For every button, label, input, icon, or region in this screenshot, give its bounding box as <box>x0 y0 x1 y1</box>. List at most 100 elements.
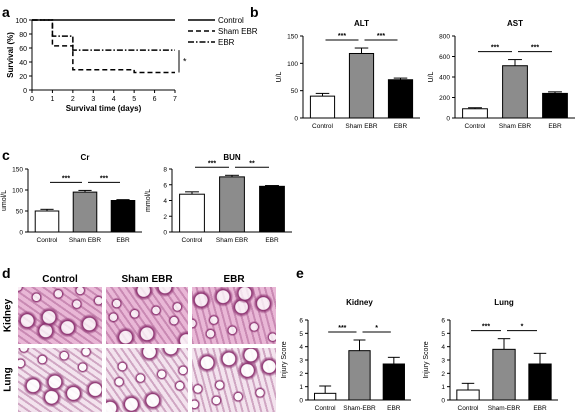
ast-title: AST <box>507 19 523 28</box>
bun-xtick-label: EBR <box>265 237 279 244</box>
alt-xtick-label: EBR <box>394 123 408 130</box>
bun-ytick-label: 0 <box>163 230 167 237</box>
alt-bar-2 <box>387 79 414 119</box>
panel-letter-e: e <box>296 265 304 281</box>
panel-letter-b: b <box>250 4 259 20</box>
survival-xtick-label: 0 <box>30 96 34 103</box>
kidney-xtick-label: Sham-EBR <box>343 405 376 412</box>
survival-legend: Control Sham EBR EBR <box>188 16 258 47</box>
ast-bar-2 <box>542 92 568 119</box>
survival-xtick-label: 5 <box>132 96 136 103</box>
survival-xtick-label: 4 <box>112 96 116 103</box>
ast-bar-1 <box>502 65 528 119</box>
ast-ytick-label: 800 <box>439 34 450 41</box>
survival-ytick-label: 80 <box>19 32 27 39</box>
ast-bar-0 <box>462 108 488 119</box>
kidney-xtick-label: Control <box>315 405 337 412</box>
bun-ytick-label: 8 <box>163 167 167 174</box>
cr-xtick-label: Control <box>37 237 59 244</box>
lung-bar-1 <box>492 348 516 401</box>
micrograph-row-label: Kidney <box>2 298 14 332</box>
bun-xtick-label: Control <box>182 237 204 244</box>
micrograph-0-0 <box>18 287 102 344</box>
lung-xtick-label: Control <box>458 405 480 412</box>
ast-ytick-label: 400 <box>439 75 450 82</box>
bun-sig-label: *** <box>208 160 216 167</box>
alt-ytick-label: 150 <box>287 34 298 41</box>
micrograph-1-2 <box>192 348 276 412</box>
lung-ytick-label: 3 <box>441 358 445 365</box>
cr-ytick-label: 100 <box>12 188 23 195</box>
bun-title: BUN <box>223 153 241 162</box>
lung-xtick-label: EBR <box>533 405 547 412</box>
alt-title: ALT <box>354 19 369 28</box>
lung-ytick-label: 1 <box>441 384 445 391</box>
bun-bar-1 <box>219 176 245 233</box>
kidney-ytick-label: 5 <box>299 331 303 338</box>
bun-y-label: mmol/L <box>145 189 152 212</box>
kidney-bar-1 <box>348 350 371 401</box>
micrograph-0-2 <box>192 287 276 344</box>
alt-sig-label: *** <box>338 33 346 40</box>
bun-ytick-label: 4 <box>163 198 167 205</box>
bun-ytick-label: 2 <box>163 214 167 221</box>
micrograph-1-1 <box>106 348 188 412</box>
micrograph-1-0 <box>18 348 102 412</box>
lung-xtick-label: Sham-EBR <box>488 405 521 412</box>
survival-ytick-label: 60 <box>19 46 27 53</box>
alt-xtick-label: Control <box>312 123 334 130</box>
legend-label-control: Control <box>218 16 244 25</box>
cr-ytick-label: 0 <box>19 230 23 237</box>
panel-letter-a: a <box>2 4 10 20</box>
alt-sig-label: *** <box>377 33 385 40</box>
cr-ytick-label: 150 <box>12 167 23 174</box>
lung-title: Lung <box>494 298 514 307</box>
cr-xtick-label: Sham EBR <box>69 237 101 244</box>
cr-bar-0 <box>34 210 60 233</box>
ast-ytick-label: 0 <box>446 116 450 123</box>
survival-ytick-label: 40 <box>19 60 27 67</box>
cr-title: Cr <box>81 153 90 162</box>
alt-ytick-label: 0 <box>294 116 298 123</box>
lung-bar-0 <box>456 389 480 401</box>
cr-bar-2 <box>110 200 136 233</box>
lung-ytick-label: 6 <box>441 318 445 325</box>
kidney-ytick-label: 1 <box>299 384 303 391</box>
ast-sig-label: *** <box>531 45 539 52</box>
kidney-ytick-label: 4 <box>299 344 303 351</box>
alt-bar-1 <box>348 52 375 119</box>
cr-sig-label: *** <box>62 175 70 182</box>
bun-sig-label: ** <box>249 160 255 167</box>
micrograph-row-label: Lung <box>2 367 14 392</box>
alt-ytick-label: 50 <box>291 88 299 95</box>
micrograph-column-label: Sham EBR <box>121 274 173 285</box>
ast-ytick-label: 600 <box>439 54 450 61</box>
survival-x-label: Survival time (days) <box>66 104 142 113</box>
cr-ytick-label: 50 <box>16 209 24 216</box>
lung-ytick-label: 2 <box>441 371 445 378</box>
ast-sig-label: *** <box>491 45 499 52</box>
survival-ytick-label: 0 <box>23 88 27 95</box>
panel-letter-d: d <box>2 265 11 281</box>
ast-y-label: U/L <box>428 71 435 82</box>
lung-ytick-label: 0 <box>441 398 445 405</box>
kidney-ytick-label: 6 <box>299 318 303 325</box>
lung-bar-2 <box>528 363 552 401</box>
survival-xtick-label: 2 <box>71 96 75 103</box>
kidney-ytick-label: 3 <box>299 358 303 365</box>
kidney-sig-label: * <box>375 325 378 332</box>
survival-ytick-label: 100 <box>15 18 27 25</box>
lung-sig-label: *** <box>482 324 490 331</box>
survival-line-sham <box>32 19 175 74</box>
legend-label-sham: Sham EBR <box>218 27 258 36</box>
survival-xtick-label: 3 <box>91 96 95 103</box>
alt-y-label: U/L <box>276 71 283 82</box>
kidney-ytick-label: 2 <box>299 371 303 378</box>
kidney-bar-2 <box>382 363 405 401</box>
cr-sig-label: *** <box>100 175 108 182</box>
survival-line-ebr <box>32 19 175 51</box>
cr-y-label: umol/L <box>1 190 8 211</box>
kidney-y-label: Injury Score <box>281 341 288 378</box>
bun-bar-2 <box>259 185 285 233</box>
